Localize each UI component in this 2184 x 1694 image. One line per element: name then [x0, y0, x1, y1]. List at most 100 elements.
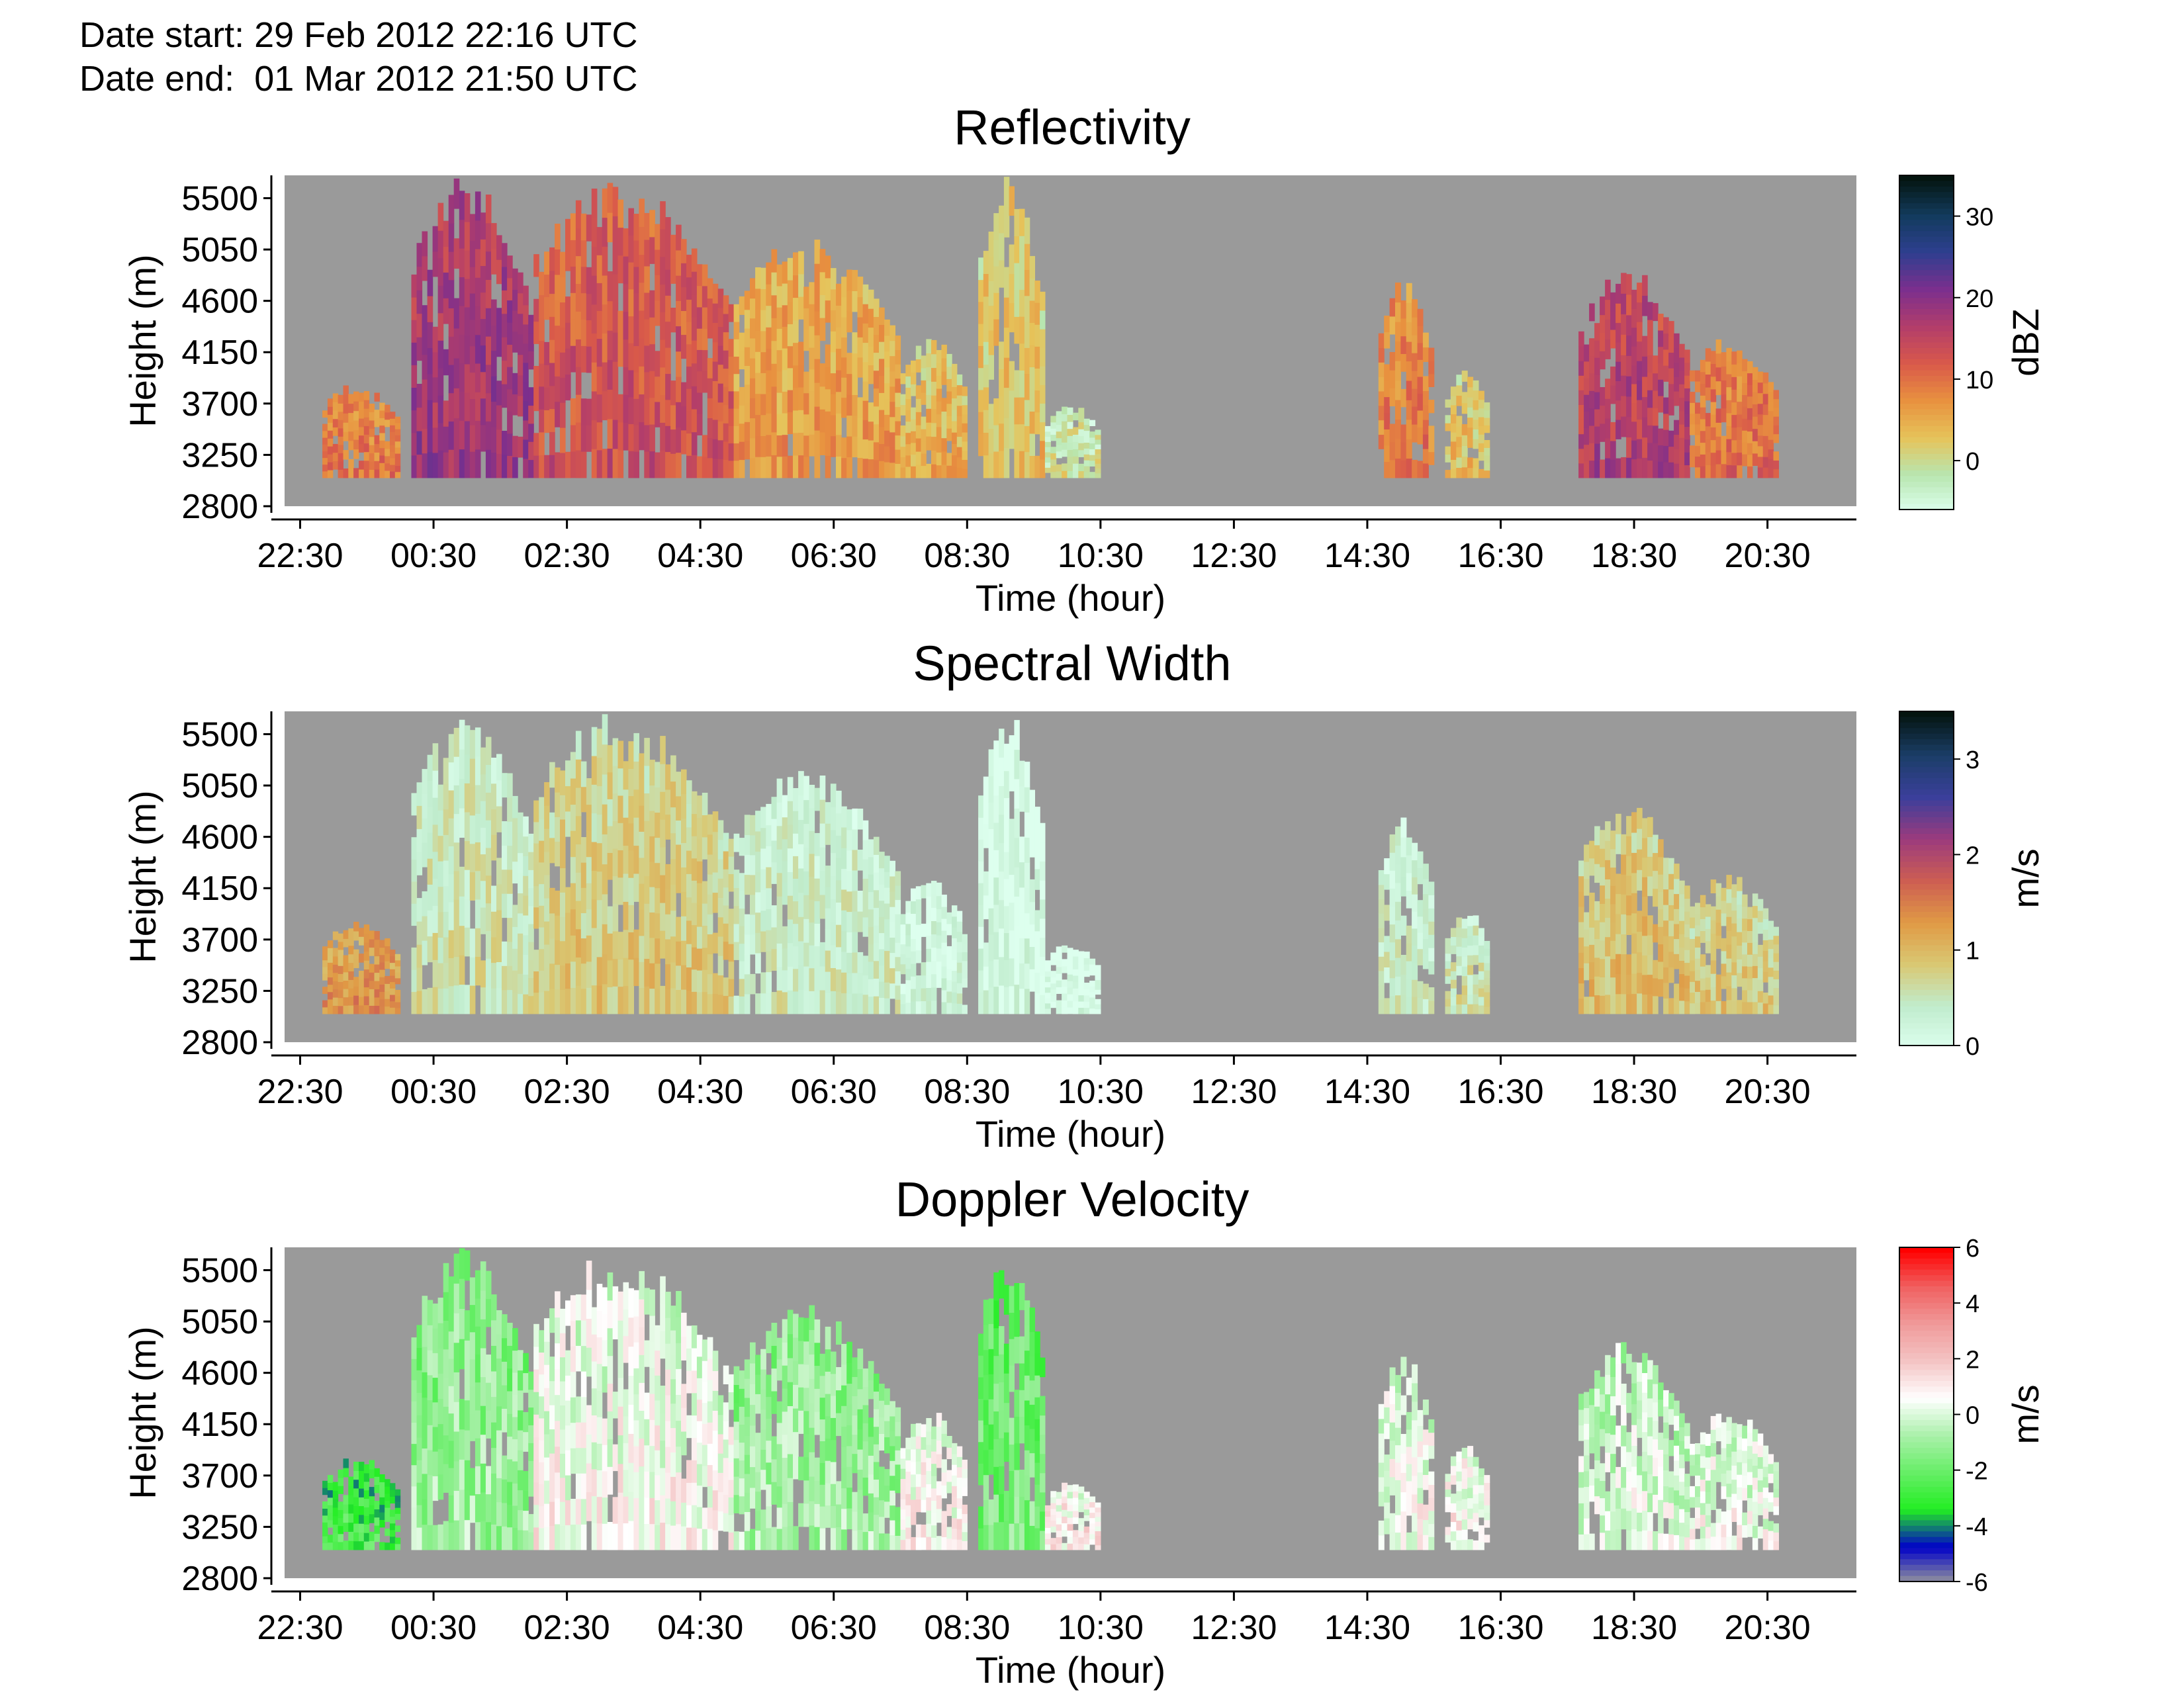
echo-cell: [639, 1299, 645, 1327]
colorbar-segment: [1899, 889, 1954, 895]
echo-cell: [750, 378, 756, 398]
echo-cell: [1009, 390, 1015, 420]
echo-cell: [841, 397, 847, 418]
echo-cell: [831, 1484, 837, 1506]
echo-cell: [465, 783, 471, 812]
echo-cell: [931, 437, 936, 451]
echo-cell: [375, 989, 380, 997]
echo-cell: [777, 1444, 783, 1466]
echo-cell: [322, 960, 328, 967]
echo-cell: [379, 440, 385, 448]
echo-cell: [549, 1525, 555, 1550]
echo-cell: [560, 1501, 566, 1526]
echo-cell: [836, 284, 842, 306]
echo-cell: [328, 999, 333, 1007]
echo-cell: [1706, 928, 1711, 941]
echo-cell: [353, 1515, 359, 1524]
echo-cell: [512, 1417, 518, 1439]
echo-cell: [911, 889, 916, 902]
echo-cell: [1716, 975, 1722, 988]
echo-cell: [422, 1347, 428, 1372]
echo-cell: [369, 445, 375, 453]
echo-cell: [702, 1403, 708, 1424]
echo-cell: [438, 1525, 444, 1550]
echo-cell: [858, 337, 864, 357]
x-tick-label: 08:30: [924, 1073, 1010, 1111]
echo-cell: [1024, 347, 1030, 374]
echo-cell: [825, 802, 831, 824]
echo-cell: [412, 1444, 418, 1466]
echo-cell: [597, 1497, 603, 1524]
echo-cell: [697, 861, 703, 883]
echo-cell: [1737, 959, 1743, 973]
echo-cell: [1594, 426, 1600, 444]
echo-cell: [702, 903, 708, 926]
echo-cell: [1737, 465, 1743, 478]
echo-cell: [911, 989, 916, 1002]
echo-cell: [449, 1304, 455, 1331]
echo-cell: [533, 1437, 539, 1460]
echo-cell: [644, 266, 650, 293]
echo-cell: [422, 940, 428, 965]
echo-cell: [921, 1499, 927, 1513]
echo-cell: [895, 1464, 901, 1479]
echo-cell: [718, 1511, 724, 1531]
echo-cell: [846, 416, 852, 437]
echo-cell: [1578, 361, 1584, 376]
echo-cell: [1400, 353, 1406, 371]
echo-cell: [846, 891, 852, 913]
echo-cell: [1763, 467, 1769, 478]
echo-cell: [533, 950, 539, 971]
echo-cell: [1014, 397, 1019, 424]
echo-cell: [926, 1431, 931, 1445]
colorbar-segment: [1899, 359, 1954, 365]
echo-cell: [412, 793, 418, 816]
echo-cell: [911, 1437, 916, 1450]
echo-cell: [1747, 455, 1753, 467]
echo-cell: [836, 880, 842, 903]
echo-cell: [707, 458, 713, 478]
echo-cell: [884, 1421, 890, 1437]
echo-cell: [1700, 978, 1706, 991]
echo-cell: [879, 949, 885, 965]
echo-cell: [879, 901, 885, 917]
echo-cell: [868, 1361, 874, 1380]
echo-cell: [1690, 917, 1696, 928]
echo-cell: [905, 991, 911, 1003]
echo-cell: [417, 828, 423, 852]
echo-cell: [772, 455, 778, 478]
echo-cell: [755, 871, 761, 892]
echo-cell: [428, 270, 433, 296]
echo-cell: [942, 942, 947, 955]
echo-cell: [539, 1418, 545, 1441]
echo-cell: [670, 1476, 676, 1501]
echo-cell: [1752, 1002, 1758, 1014]
echo-cell: [633, 1446, 639, 1472]
echo-cell: [815, 1388, 821, 1411]
echo-cell: [852, 1435, 858, 1454]
echo-cell: [1684, 911, 1690, 924]
echo-cell: [905, 913, 911, 924]
echo-cell: [766, 1419, 772, 1441]
echo-cell: [428, 374, 433, 400]
x-tick-label: 16:30: [1457, 1073, 1543, 1111]
echo-cell: [1594, 845, 1600, 864]
echo-cell: [649, 989, 655, 1014]
echo-cell: [385, 441, 390, 449]
echo-cell: [697, 286, 703, 308]
echo-cell: [454, 814, 460, 843]
echo-cell: [1578, 922, 1584, 938]
echo-cell: [1384, 874, 1390, 890]
echo-cell: [1647, 302, 1653, 320]
echo-cell: [1589, 408, 1595, 426]
echo-cell: [502, 990, 508, 1014]
echo-cell: [512, 269, 518, 290]
echo-cell: [544, 387, 550, 410]
echo-cell: [623, 228, 629, 257]
echo-cell: [539, 819, 545, 840]
echo-cell: [702, 435, 708, 457]
echo-cell: [1626, 816, 1632, 836]
echo-cell: [766, 306, 772, 328]
echo-cell: [676, 1343, 682, 1369]
echo-cell: [815, 923, 821, 946]
